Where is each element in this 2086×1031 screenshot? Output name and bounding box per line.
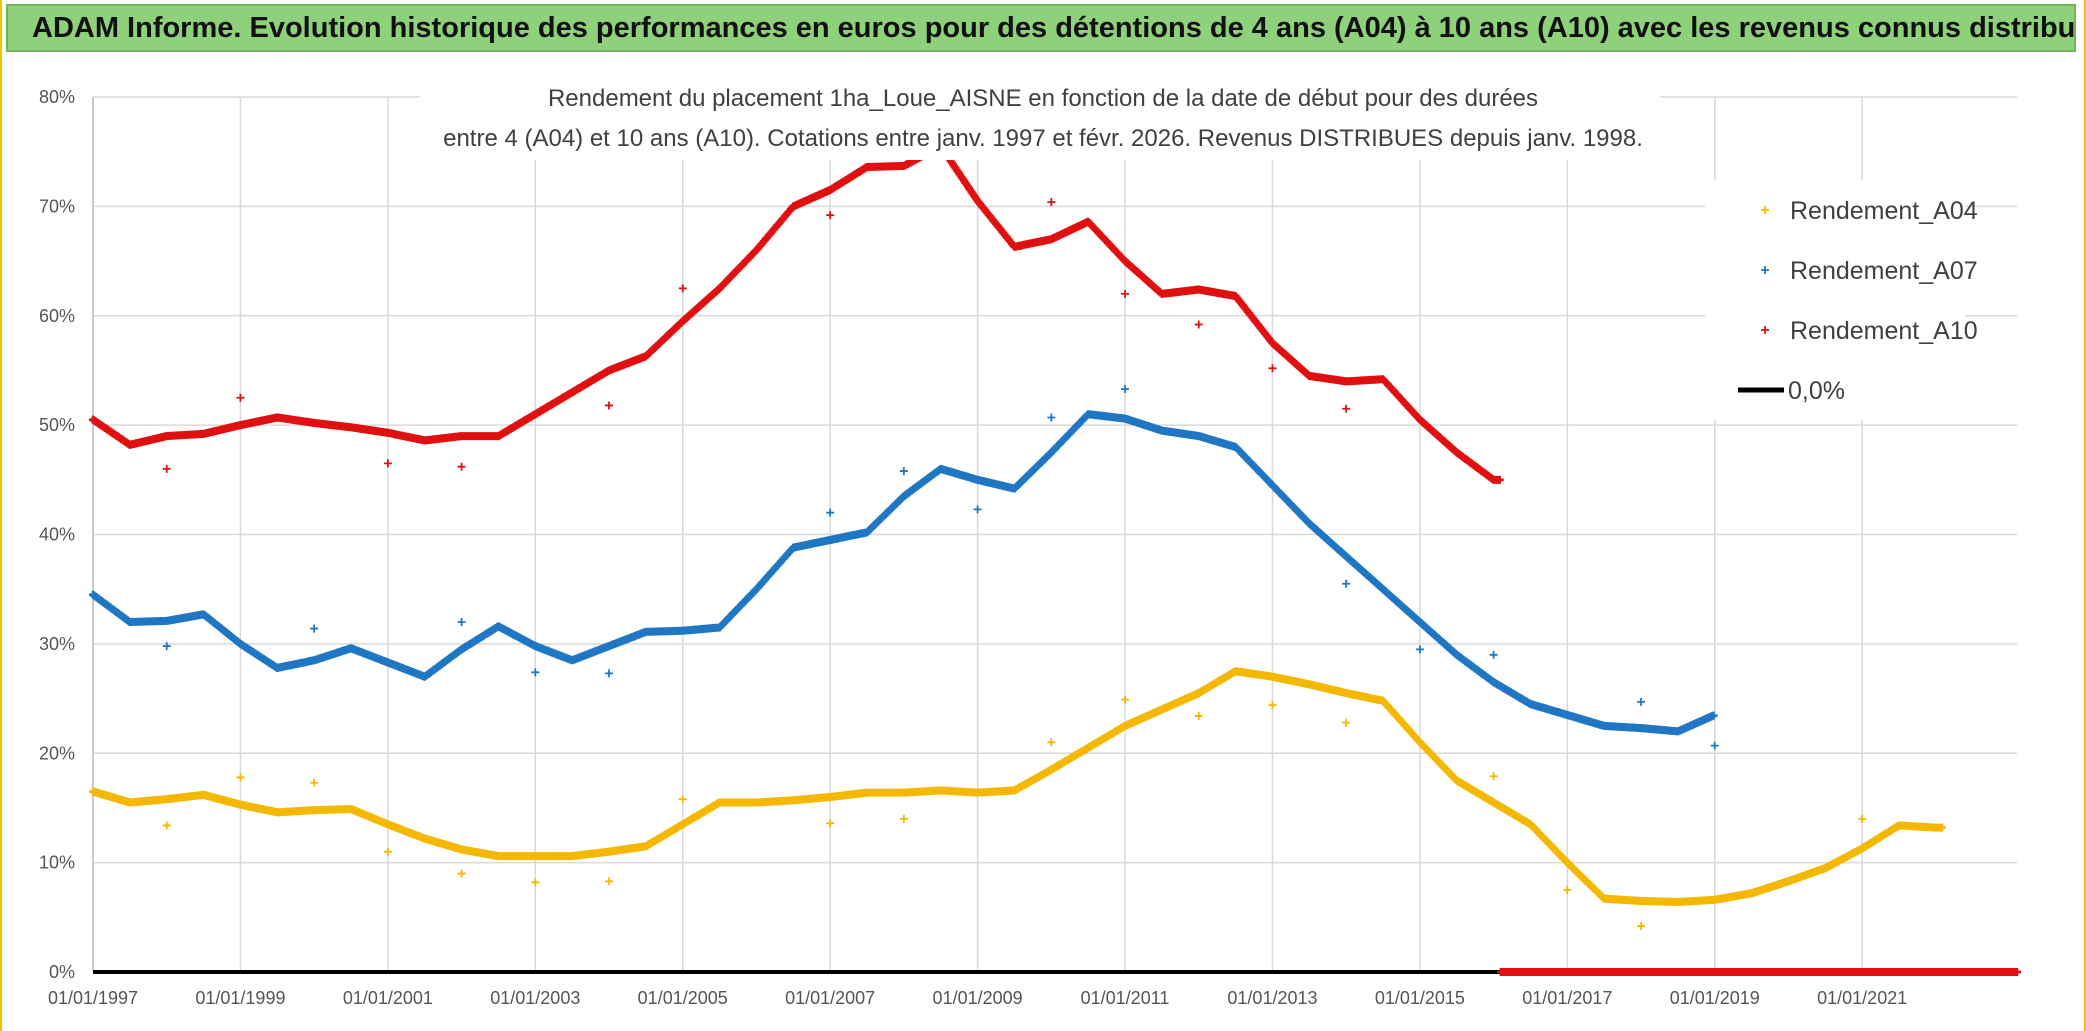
y-tick-label: 20%	[39, 743, 75, 763]
series-line-Rendement_A07	[89, 410, 1718, 736]
data-point-Rendement_A07	[1121, 385, 1130, 394]
x-tick-label: 01/01/2003	[490, 988, 580, 1008]
y-tick-label: 40%	[39, 525, 75, 545]
x-tick-label: 01/01/2021	[1817, 988, 1907, 1008]
legend-marker-Rendement_A10	[1761, 326, 1769, 334]
x-tick-label: 01/01/2019	[1670, 988, 1760, 1008]
data-point-Rendement_A04	[236, 773, 245, 782]
data-point-Rendement_A04	[605, 877, 614, 886]
data-point-Rendement_A07	[605, 669, 614, 678]
data-point-Rendement_A04	[1637, 922, 1646, 931]
data-point-Rendement_A10	[236, 393, 245, 402]
data-point-Rendement_A04	[1121, 695, 1130, 704]
x-tick-label: 01/01/1999	[195, 988, 285, 1008]
data-point-Rendement_A07	[826, 508, 835, 517]
data-point-Rendement_A10	[678, 284, 687, 293]
x-tick-label: 01/01/2009	[933, 988, 1023, 1008]
y-tick-label: 70%	[39, 196, 75, 216]
series-line-Rendement_A10	[89, 142, 1504, 484]
x-tick-label: 01/01/2007	[785, 988, 875, 1008]
legend-marker-Rendement_A07	[1761, 266, 1769, 274]
data-point-Rendement_A07	[1047, 413, 1056, 422]
y-tick-label: 80%	[39, 87, 75, 107]
data-point-Rendement_A04	[1342, 718, 1351, 727]
chart-subtitle: Rendement du placement 1ha_Loue_AISNE en…	[420, 76, 1660, 160]
data-point-Rendement_A07	[457, 618, 466, 626]
x-tick-label: 01/01/2013	[1227, 988, 1317, 1008]
data-point-Rendement_A04	[383, 847, 392, 856]
x-tick-label: 01/01/2011	[1081, 988, 1170, 1008]
data-point-Rendement_A07	[1342, 579, 1351, 588]
plot-area	[89, 142, 2021, 976]
data-point-Rendement_A10	[1047, 198, 1056, 206]
data-point-Rendement_A04	[678, 795, 687, 804]
data-point-Rendement_A10	[383, 459, 392, 468]
legend-label-Rendement_A10: Rendement_A10	[1790, 317, 1978, 345]
series-Rendement_A10	[89, 142, 2021, 976]
x-tick-label: 01/01/2001	[343, 988, 433, 1008]
x-tick-label: 01/01/2005	[638, 988, 728, 1008]
x-tick-label: 01/01/2017	[1522, 988, 1612, 1008]
data-point-Rendement_A04	[1489, 772, 1498, 781]
series-line-Rendement_A04	[89, 667, 1947, 906]
data-point-Rendement_A07	[1489, 650, 1498, 659]
series-Rendement_A07	[89, 385, 1719, 750]
data-point-Rendement_A07	[973, 505, 982, 514]
data-point-Rendement_A07	[899, 467, 908, 476]
y-tick-label: 60%	[39, 306, 75, 326]
data-point-Rendement_A07	[1710, 741, 1719, 750]
subtitle-background	[420, 76, 1660, 160]
data-point-Rendement_A10	[1342, 404, 1351, 413]
data-point-Rendement_A04	[1268, 701, 1277, 710]
data-point-Rendement_A10	[457, 462, 466, 471]
x-tick-label: 01/01/2015	[1375, 988, 1465, 1008]
series-zero-segment-Rendement_A10	[1496, 968, 2021, 976]
page-title: ADAM Informe. Evolution historique des p…	[6, 4, 2076, 52]
x-axis: 01/01/1997 01/01/1999 01/01/2001 01/01/2003…	[48, 988, 1907, 1008]
data-point-Rendement_A04	[1563, 885, 1572, 894]
y-axis: 0% 10% 20% 30% 40% 50% 60% 70% 80%	[39, 87, 75, 982]
legend-label-zero-line: 0,0%	[1788, 377, 1845, 405]
data-point-Rendement_A10	[1194, 320, 1203, 329]
data-point-Rendement_A10	[605, 401, 614, 410]
subtitle-line-1: Rendement du placement 1ha_Loue_AISNE en…	[548, 85, 1538, 112]
data-point-Rendement_A04	[162, 821, 171, 830]
legend-marker-Rendement_A04	[1761, 206, 1769, 214]
x-tick-label: 01/01/1997	[48, 988, 138, 1008]
data-point-Rendement_A04	[457, 869, 466, 878]
legend-label-Rendement_A04: Rendement_A04	[1790, 197, 1978, 225]
data-point-Rendement_A10	[1121, 289, 1130, 298]
data-point-Rendement_A07	[162, 642, 171, 651]
data-point-Rendement_A07	[310, 624, 319, 633]
data-point-Rendement_A04	[1194, 712, 1203, 721]
series-Rendement_A04	[89, 667, 1947, 931]
data-point-Rendement_A04	[310, 778, 319, 787]
y-tick-label: 0%	[49, 962, 75, 982]
legend: Rendement_A04 Rendement_A07 Rendement_A10 0…	[1705, 180, 1978, 420]
data-point-Rendement_A07	[531, 668, 540, 677]
data-point-Rendement_A04	[899, 814, 908, 823]
data-point-Rendement_A04	[531, 878, 540, 887]
data-point-Rendement_A04	[1858, 814, 1867, 823]
y-tick-label: 30%	[39, 634, 75, 654]
data-point-Rendement_A10	[162, 464, 171, 473]
data-point-Rendement_A10	[1268, 364, 1277, 373]
y-tick-label: 10%	[39, 853, 75, 873]
data-point-Rendement_A07	[1415, 645, 1424, 654]
y-tick-label: 50%	[39, 415, 75, 435]
legend-label-Rendement_A07: Rendement_A07	[1790, 257, 1978, 285]
subtitle-line-2: entre 4 (A04) et 10 ans (A10). Cotations…	[443, 125, 1643, 152]
data-point-Rendement_A07	[1637, 697, 1646, 706]
data-point-Rendement_A10	[826, 211, 835, 220]
legend-background	[1705, 180, 1965, 420]
data-point-Rendement_A04	[1047, 738, 1056, 747]
data-point-Rendement_A04	[826, 819, 835, 828]
